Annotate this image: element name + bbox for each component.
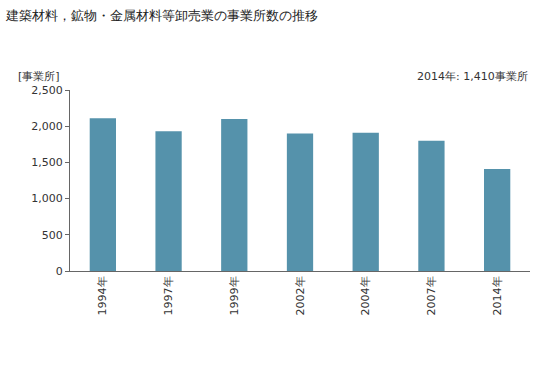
svg-text:0: 0: [56, 265, 63, 278]
svg-text:2014年: 1,410事業所: 2014年: 1,410事業所: [417, 70, 528, 83]
svg-text:1994年: 1994年: [96, 276, 109, 315]
svg-text:[事業所]: [事業所]: [18, 70, 60, 83]
svg-text:2007年: 2007年: [425, 276, 438, 315]
svg-text:2,000: 2,000: [31, 120, 63, 133]
svg-text:2014年: 2014年: [491, 276, 504, 315]
svg-text:500: 500: [42, 229, 63, 242]
svg-text:建築材料，鉱物・金属材料等卸売業の事業所数の推移: 建築材料，鉱物・金属材料等卸売業の事業所数の推移: [5, 8, 318, 23]
svg-text:1999年: 1999年: [228, 276, 241, 315]
svg-text:1,500: 1,500: [31, 156, 63, 169]
svg-text:2,500: 2,500: [31, 84, 63, 97]
svg-text:1997年: 1997年: [162, 276, 175, 315]
svg-text:2002年: 2002年: [294, 276, 307, 315]
svg-text:1,000: 1,000: [31, 192, 63, 205]
svg-text:2004年: 2004年: [359, 276, 372, 315]
